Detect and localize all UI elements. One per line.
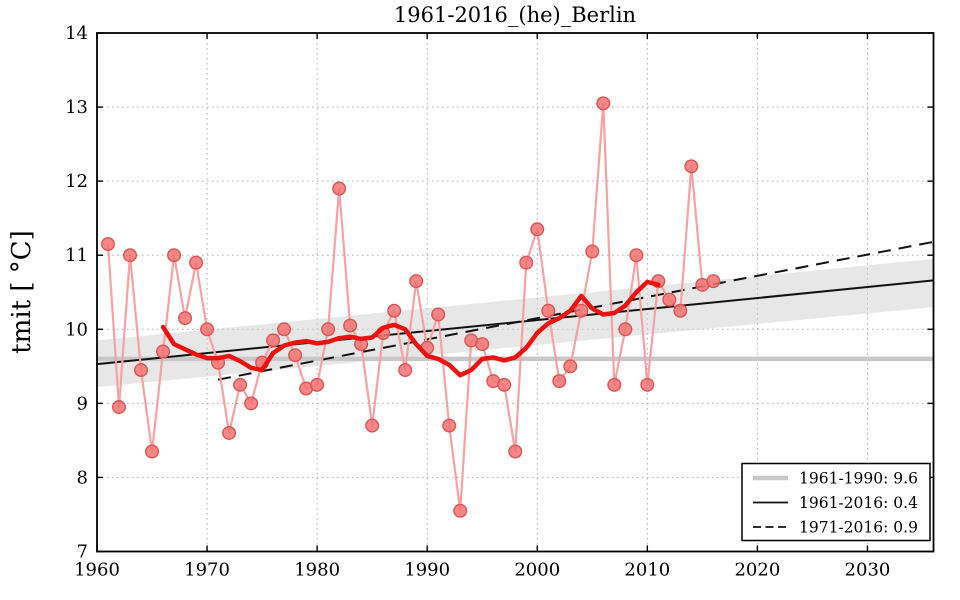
annual-series-point — [431, 307, 446, 322]
annual-series-point — [288, 348, 303, 363]
x-tick-label: 1980 — [294, 560, 340, 581]
annual-series-point — [640, 377, 655, 392]
x-tick-label: 2010 — [624, 560, 670, 581]
y-axis-label: tmit [ °C] — [7, 230, 37, 354]
axis-spines — [96, 32, 935, 553]
annual-series-point — [409, 274, 424, 289]
x-tick-label: 2020 — [734, 560, 780, 581]
annual-series-point — [310, 377, 325, 392]
annual-series-point — [277, 322, 292, 337]
annual-series-point — [123, 248, 138, 263]
legend-label: 1971-2016: 0.9 — [799, 519, 918, 537]
x-tick-label: 2030 — [845, 560, 891, 581]
legend-label: 1961-2016: 0.4 — [799, 494, 918, 512]
running-mean-line — [160, 279, 661, 378]
annual-series-point — [530, 222, 545, 237]
y-tick-label: 11 — [65, 245, 88, 266]
annual-series-point — [167, 248, 182, 263]
legend-label: 1961-1990: 9.6 — [799, 470, 918, 488]
y-tick-label: 9 — [77, 393, 88, 414]
annual-series-point — [398, 363, 413, 378]
annual-series-point — [387, 303, 402, 318]
annual-series-point — [552, 374, 567, 389]
annual-series-point — [563, 359, 578, 374]
annual-series-point — [156, 344, 171, 359]
x-tick-label: 1960 — [74, 560, 120, 581]
annual-series-point — [321, 322, 336, 337]
y-tick-label: 8 — [77, 467, 88, 488]
annual-series-point — [365, 418, 380, 433]
plot-area: 1960 1970 1980 1990 2000 2010 2020 2030 7 8 9 10 11 1… — [65, 23, 935, 581]
y-tick-label: 7 — [77, 542, 88, 563]
x-tick-label: 2000 — [514, 560, 560, 581]
y-tick-label: 10 — [65, 319, 88, 340]
annual-series-point — [332, 181, 347, 196]
annual-series-point — [145, 444, 160, 459]
annual-series-point — [112, 400, 127, 415]
annual-series-point — [233, 377, 248, 392]
annual-series-point — [178, 311, 193, 326]
annual-series-point — [596, 96, 611, 111]
annual-series-point — [519, 255, 534, 270]
annual-series-point — [618, 322, 633, 337]
annual-series-point — [706, 274, 721, 289]
annual-series-point — [189, 255, 204, 270]
y-tick-label: 13 — [65, 97, 88, 118]
annual-series-point — [508, 444, 523, 459]
annual-series-point — [574, 303, 589, 318]
annual-series-point — [134, 363, 149, 378]
annual-series-point — [442, 418, 457, 433]
annual-series-point — [497, 377, 512, 392]
x-tick-label: 1990 — [404, 560, 450, 581]
annual-series-point — [266, 333, 281, 348]
annual-series-point — [629, 248, 644, 263]
annual-series-point — [607, 377, 622, 392]
annual-series-point — [475, 337, 490, 352]
chart-title: 1961-2016_(he)_Berlin — [394, 3, 636, 27]
annual-series-point — [101, 237, 116, 252]
annual-series-point — [244, 396, 259, 411]
annual-series-point — [684, 159, 699, 174]
annual-series-point — [453, 503, 468, 518]
annual-series-point — [343, 318, 358, 333]
y-tick-label: 12 — [65, 171, 88, 192]
y-tick-label: 14 — [65, 23, 88, 44]
x-tick-label: 1970 — [184, 560, 230, 581]
annual-series-point — [662, 292, 677, 307]
annual-series-point — [585, 244, 600, 259]
annual-series-point — [673, 303, 688, 318]
annual-series-point — [200, 322, 215, 337]
annual-series-point — [222, 425, 237, 440]
annual-series-point — [541, 303, 556, 318]
